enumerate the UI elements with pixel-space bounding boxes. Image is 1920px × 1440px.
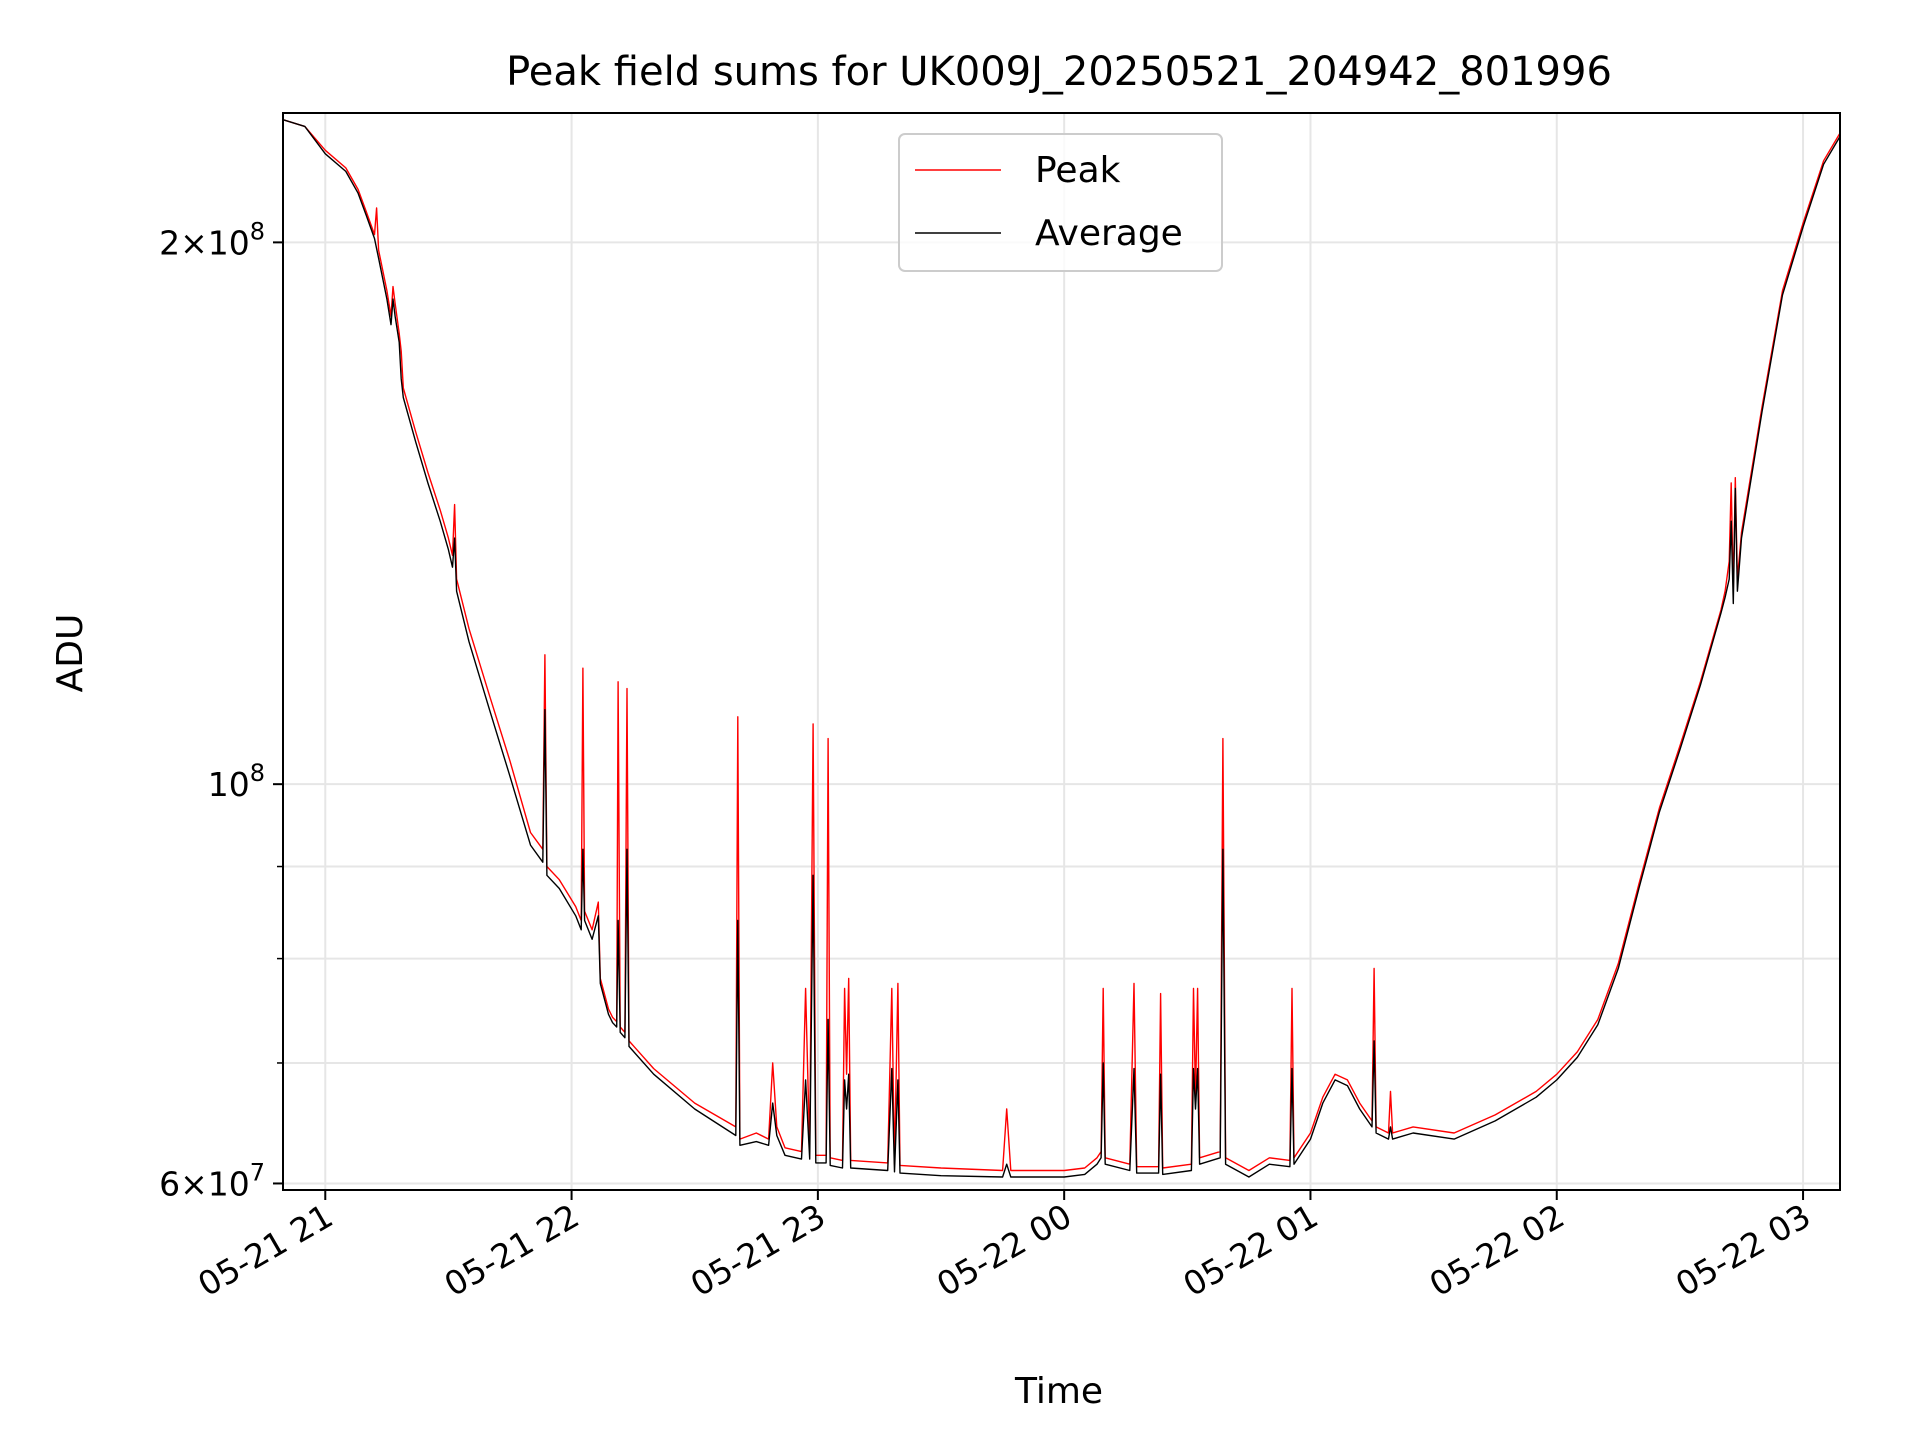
y-axis-label: ADU xyxy=(50,614,91,693)
legend: Peak Average xyxy=(898,133,1223,272)
plot-area-frame xyxy=(282,112,1841,1191)
y-tick-exponent: 8 xyxy=(250,217,265,245)
series-layer xyxy=(282,119,1841,1178)
average-series-line xyxy=(282,119,1841,1178)
y-tick-exponent: 7 xyxy=(250,1158,265,1186)
legend-average-label: Average xyxy=(1035,213,1183,254)
legend-box xyxy=(898,133,1223,272)
y-tick-label: 2×108 xyxy=(159,217,265,262)
y-tick-label: 6×107 xyxy=(159,1158,265,1203)
y-tick-exponent: 8 xyxy=(250,759,265,787)
x-axis-label: Time xyxy=(1014,1371,1103,1412)
chart-title: Peak field sums for UK009J_20250521_2049… xyxy=(506,49,1612,95)
legend-peak-label: Peak xyxy=(1035,150,1121,191)
